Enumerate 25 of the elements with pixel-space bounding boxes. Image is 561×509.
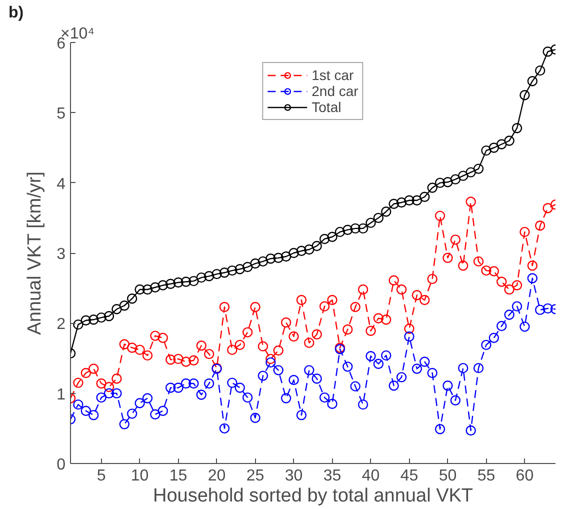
text: b) [8, 4, 24, 22]
x-tick-label: 5 [96, 468, 106, 484]
x-tick-label: 50 [438, 468, 457, 484]
x-tick-label: 15 [169, 468, 188, 484]
legend-label: Total [312, 99, 342, 115]
y-tick-label: 0 [56, 456, 66, 474]
x-tick-label: 35 [323, 468, 342, 484]
legend-label: 1st car [312, 67, 354, 83]
x-tick-label: 30 [284, 468, 303, 484]
y-tick-label: 5 [56, 106, 66, 123]
x-tick-label: 60 [516, 468, 534, 484]
legend-label: 2nd car [312, 83, 358, 99]
x-tick-label: 10 [130, 468, 149, 484]
y-tick-label: 4 [56, 176, 66, 193]
y-tick-label: 3 [56, 246, 66, 263]
x-axis-title: Household sorted by total annual VKT [152, 486, 474, 506]
x-tick-label: 25 [246, 468, 264, 484]
x-tick-label: 55 [477, 468, 496, 484]
x-tick-label: 40 [362, 468, 380, 484]
y-axis-title: Annual VKT [km/yr] [24, 172, 46, 335]
x-tick-label: 45 [400, 468, 418, 484]
y-tick-label: 2 [56, 316, 66, 334]
y-tick-label: 1 [56, 386, 66, 404]
x-tick-label: 20 [208, 468, 226, 484]
y-tick-label: 6 [56, 36, 66, 52]
